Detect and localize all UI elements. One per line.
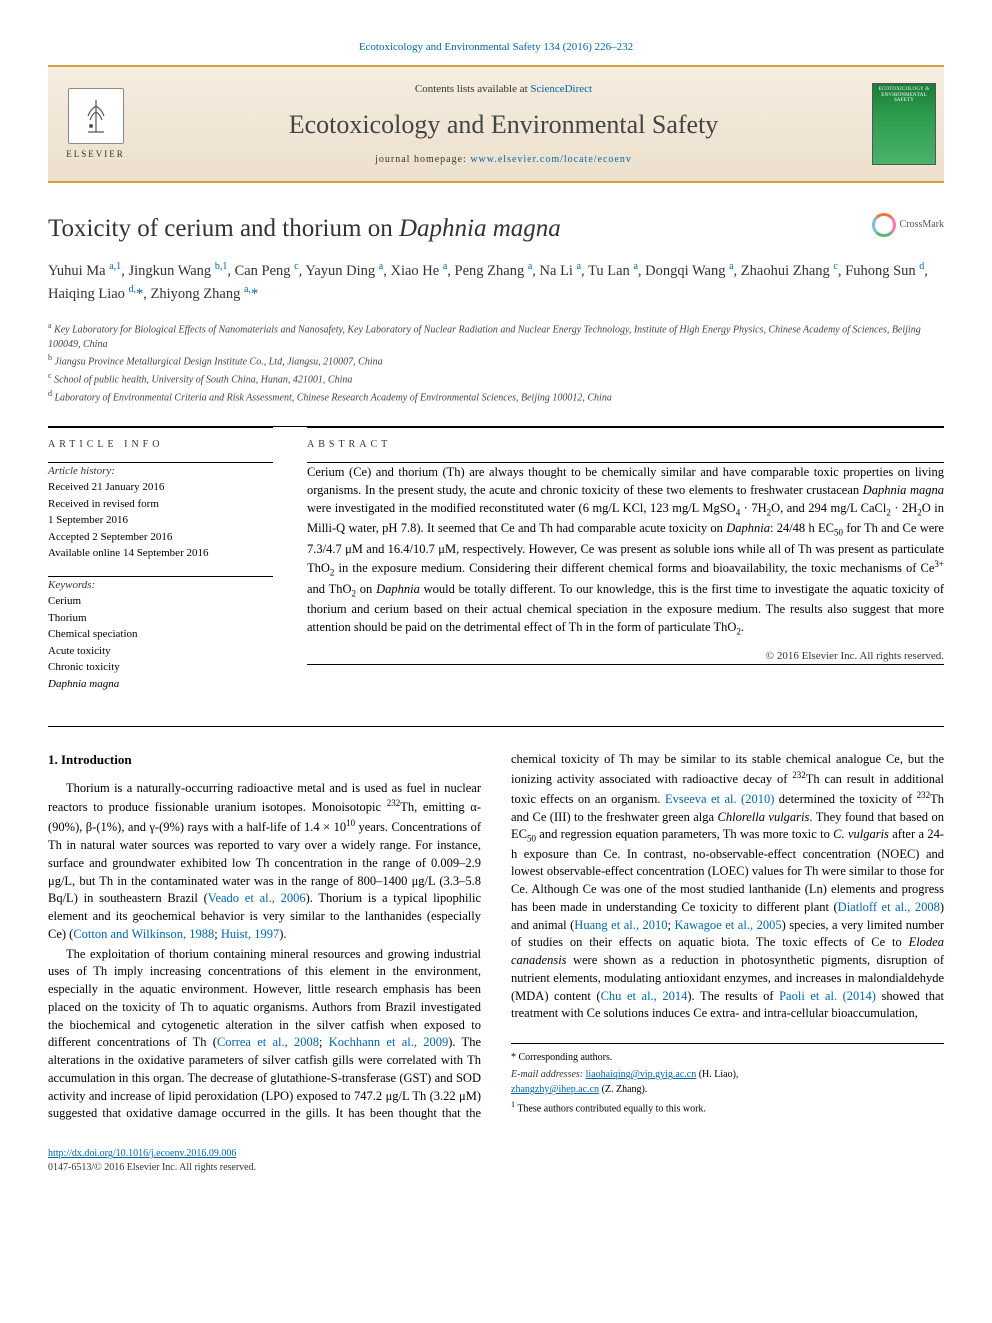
equal-sup: 1: [511, 1100, 515, 1109]
title-species: Daphnia magna: [399, 215, 561, 242]
elsevier-tree-icon: [68, 88, 124, 144]
authors-list: Yuhui Ma a,1, Jingkun Wang b,1, Can Peng…: [48, 259, 944, 306]
affiliation: d Laboratory of Environmental Criteria a…: [48, 388, 944, 406]
homepage-prefix: journal homepage:: [375, 154, 470, 165]
abstract-text: Cerium (Ce) and thorium (Th) are always …: [307, 463, 944, 639]
info-rule-top: [48, 427, 273, 428]
issn-copyright: 0147-6513/© 2016 Elsevier Inc. All right…: [48, 1161, 944, 1175]
abstract-copyright: © 2016 Elsevier Inc. All rights reserved…: [307, 649, 944, 664]
keywords-block: Keywords: CeriumThoriumChemical speciati…: [48, 577, 273, 693]
sciencedirect-link[interactable]: ScienceDirect: [530, 83, 592, 95]
journal-cover: ECOTOXICOLOGY & ENVIRONMENTAL SAFETY: [864, 67, 944, 181]
section-heading: 1. Introduction: [48, 751, 481, 769]
history-item: Received 21 January 2016: [48, 479, 273, 496]
abstract-column: ABSTRACT Cerium (Ce) and thorium (Th) ar…: [307, 427, 944, 707]
keyword: Cerium: [48, 593, 273, 610]
doi-link[interactable]: http://dx.doi.org/10.1016/j.ecoenv.2016.…: [48, 1148, 236, 1159]
contents-line: Contents lists available at ScienceDirec…: [143, 82, 864, 97]
affiliation: c School of public health, University of…: [48, 370, 944, 388]
publisher-logo: ELSEVIER: [48, 67, 143, 181]
keyword: Chronic toxicity: [48, 659, 273, 676]
article-info-heading: ARTICLE INFO: [48, 438, 273, 452]
footer: http://dx.doi.org/10.1016/j.ecoenv.2016.…: [48, 1147, 944, 1175]
journal-homepage: journal homepage: www.elsevier.com/locat…: [143, 153, 864, 167]
history-item: Accepted 2 September 2016: [48, 529, 273, 546]
abs-rule-top: [307, 427, 944, 428]
title-plain: Toxicity of cerium and thorium on: [48, 215, 399, 242]
crossmark-label: CrossMark: [900, 218, 944, 232]
affiliations-list: a Key Laboratory for Biological Effects …: [48, 320, 944, 406]
history-item: 1 September 2016: [48, 512, 273, 529]
email-label: E-mail addresses:: [511, 1069, 586, 1080]
history-item: Received in revised form: [48, 496, 273, 513]
email-link[interactable]: zhangzhy@ihep.ac.cn: [511, 1084, 599, 1095]
article-title: Toxicity of cerium and thorium on Daphni…: [48, 213, 872, 244]
keyword: Chemical speciation: [48, 626, 273, 643]
email-line: E-mail addresses: liaohaiqing@vip.gyig.a…: [511, 1067, 944, 1097]
citation-header: Ecotoxicology and Environmental Safety 1…: [48, 40, 944, 55]
journal-header-band: ELSEVIER Contents lists available at Sci…: [48, 65, 944, 183]
equal-text: These authors contributed equally to thi…: [517, 1104, 706, 1115]
publisher-name: ELSEVIER: [66, 148, 125, 161]
abs-rule-bot: [307, 664, 944, 665]
affiliation: a Key Laboratory for Biological Effects …: [48, 320, 944, 352]
header-center: Contents lists available at ScienceDirec…: [143, 67, 864, 181]
abstract-heading: ABSTRACT: [307, 438, 944, 452]
history-item: Available online 14 September 2016: [48, 545, 273, 562]
homepage-link[interactable]: www.elsevier.com/locate/ecoenv: [470, 154, 632, 165]
journal-title: Ecotoxicology and Environmental Safety: [143, 107, 864, 143]
article-info-column: ARTICLE INFO Article history: Received 2…: [48, 427, 273, 707]
equal-contribution: 1 These authors contributed equally to t…: [511, 1099, 944, 1116]
history-label: Article history:: [48, 463, 273, 480]
contents-prefix: Contents lists available at: [415, 83, 530, 95]
crossmark-icon: [872, 213, 896, 237]
keyword: Thorium: [48, 610, 273, 627]
keyword: Daphnia magna: [48, 676, 273, 693]
cover-title: ECOTOXICOLOGY & ENVIRONMENTAL SAFETY: [876, 87, 932, 103]
body-paragraph-1: Thorium is a naturally-occurring radioac…: [48, 780, 481, 944]
keywords-label: Keywords:: [48, 577, 273, 594]
divider-body: [48, 726, 944, 727]
affiliation: b Jiangsu Province Metallurgical Design …: [48, 352, 944, 370]
crossmark-badge[interactable]: CrossMark: [872, 213, 944, 237]
footnotes: * Corresponding authors. E-mail addresse…: [511, 1043, 944, 1116]
keyword: Acute toxicity: [48, 643, 273, 660]
section-title: Introduction: [61, 752, 132, 767]
section-number: 1.: [48, 752, 58, 767]
email-link[interactable]: liaohaiqing@vip.gyig.ac.cn: [586, 1069, 697, 1080]
article-history: Article history: Received 21 January 201…: [48, 463, 273, 562]
body-columns: 1. Introduction Thorium is a naturally-o…: [48, 751, 944, 1123]
cover-thumbnail: ECOTOXICOLOGY & ENVIRONMENTAL SAFETY: [872, 83, 936, 165]
corresponding-note: * Corresponding authors.: [511, 1050, 944, 1065]
